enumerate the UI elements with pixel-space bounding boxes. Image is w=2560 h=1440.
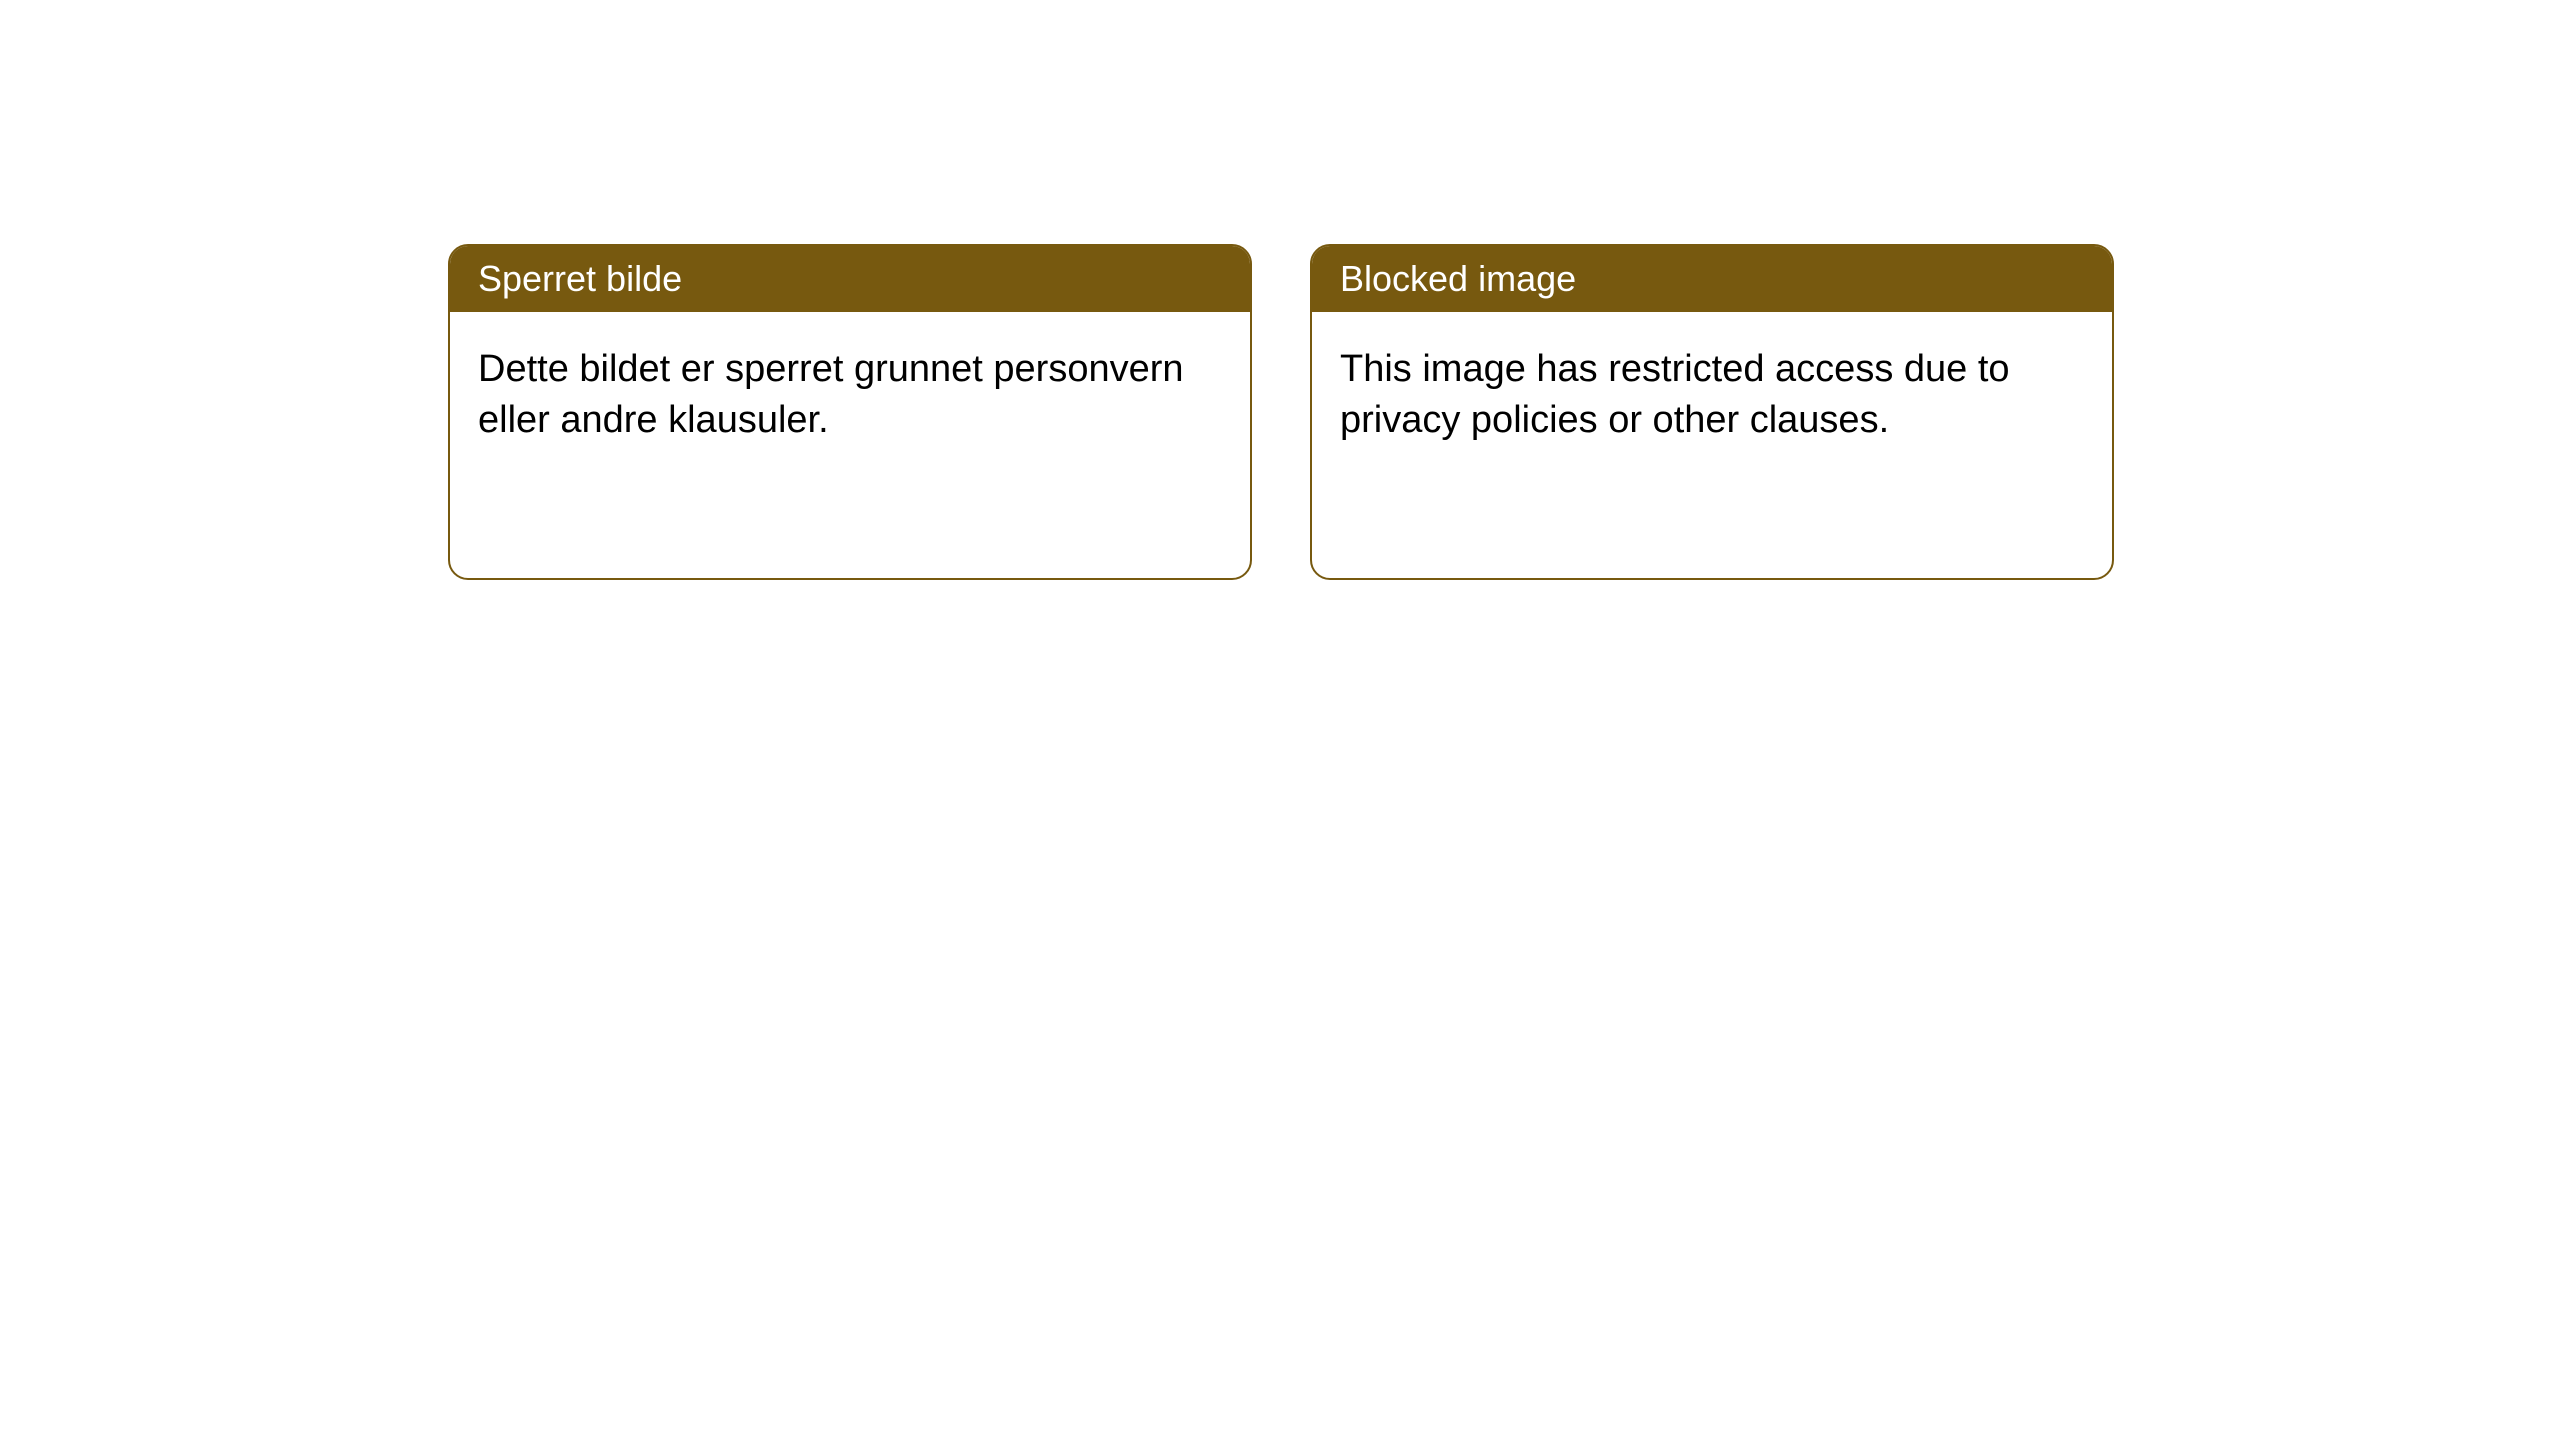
card-title: Blocked image bbox=[1340, 258, 1576, 299]
card-title: Sperret bilde bbox=[478, 258, 682, 299]
notice-container: Sperret bilde Dette bildet er sperret gr… bbox=[0, 0, 2560, 580]
card-header: Blocked image bbox=[1312, 246, 2112, 312]
card-message: This image has restricted access due to … bbox=[1340, 348, 2010, 441]
notice-card-norwegian: Sperret bilde Dette bildet er sperret gr… bbox=[448, 244, 1252, 580]
notice-card-english: Blocked image This image has restricted … bbox=[1310, 244, 2114, 580]
card-body: This image has restricted access due to … bbox=[1312, 312, 2112, 479]
card-message: Dette bildet er sperret grunnet personve… bbox=[478, 348, 1184, 441]
card-body: Dette bildet er sperret grunnet personve… bbox=[450, 312, 1250, 479]
card-header: Sperret bilde bbox=[450, 246, 1250, 312]
